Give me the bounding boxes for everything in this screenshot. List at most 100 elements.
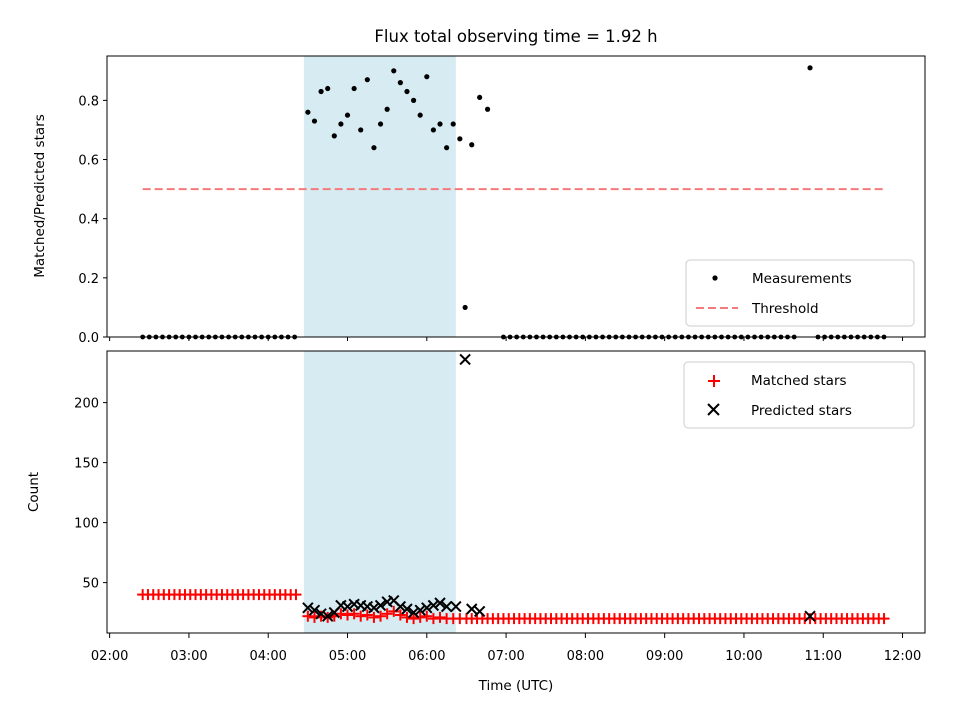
matched-star-point xyxy=(348,608,360,620)
legend-entry-matched-stars: Matched stars xyxy=(751,373,847,389)
x-axis-ticks-bottom: 02:00 03:00 04:00 05:00 06:00 07:00 08:00 09:00… xyxy=(91,633,921,664)
measurement-point xyxy=(305,109,311,115)
predicted-star-point xyxy=(394,600,407,613)
predicted-star-point xyxy=(414,604,426,616)
predicted-star-point xyxy=(440,600,453,613)
matched-star-point xyxy=(394,609,406,621)
legend-marker-measurements xyxy=(712,275,718,281)
predicted-star-point xyxy=(321,610,334,622)
measurement-point xyxy=(807,65,813,71)
legend-top: Measurements Threshold xyxy=(685,259,915,327)
measurement-point xyxy=(444,145,450,151)
matched-star-point xyxy=(401,611,413,623)
matched-star-point xyxy=(342,609,354,621)
measurement-point xyxy=(325,85,331,92)
x-tick-label: 07:00 xyxy=(487,649,524,664)
legend-entry-measurements: Measurements xyxy=(752,271,852,287)
measurement-point xyxy=(371,145,377,151)
matched-star-point xyxy=(355,610,367,622)
measurement-point xyxy=(318,88,324,95)
star-count-panel: 50 100 150 200 02:00 03:00 04:00 05:00 06:00 07:… xyxy=(26,350,926,694)
y-tick-label: 50 xyxy=(82,577,99,592)
matched-star-point xyxy=(368,611,380,623)
predicted-star-point xyxy=(434,597,446,609)
chart-title: Flux total observing time = 1.92 h xyxy=(374,27,657,46)
measurement-point xyxy=(457,136,463,142)
measurement-point xyxy=(311,118,318,124)
predicted-star-point xyxy=(473,605,486,618)
measurement-point xyxy=(430,127,437,133)
matched-star-point xyxy=(408,613,420,625)
matched-star-point xyxy=(421,610,433,622)
matched-star-point xyxy=(361,609,373,621)
predicted-star-point xyxy=(308,604,321,616)
x-tick-label: 04:00 xyxy=(249,649,286,664)
measurement-point xyxy=(377,121,384,127)
x-tick-label: 03:00 xyxy=(170,649,207,664)
predicted-star-point xyxy=(302,602,314,614)
measurement-point xyxy=(397,80,403,86)
predicted-star-point xyxy=(315,608,327,620)
legend-marker-predicted xyxy=(707,403,720,416)
x-tick-label: 11:00 xyxy=(805,649,842,664)
predicted-star-point xyxy=(368,602,380,614)
measurement-point xyxy=(450,121,456,127)
y-axis-ticks-bottom: 50 100 150 200 xyxy=(74,397,107,592)
x-tick-label: 08:00 xyxy=(567,649,604,664)
measurement-point xyxy=(424,74,430,80)
measurement-point xyxy=(391,68,397,74)
flux-ratio-panel: 0.0 0.2 0.4 0.6 0.8 Flux total observing tim… xyxy=(32,27,926,346)
plot-frame-bottom xyxy=(106,350,926,634)
measurement-point xyxy=(331,133,337,139)
star-count-points xyxy=(137,353,890,625)
x-tick-label: 09:00 xyxy=(646,649,683,664)
matched-star-point xyxy=(302,610,314,622)
measurement-point xyxy=(351,85,357,92)
predicted-star-point xyxy=(427,599,440,612)
x-tick-label: 06:00 xyxy=(408,649,445,664)
matched-star-point xyxy=(381,608,393,620)
measurement-point xyxy=(437,121,443,127)
matched-star-point xyxy=(427,613,439,625)
measurement-point xyxy=(484,106,491,112)
matched-star-point xyxy=(388,605,400,617)
measurement-point xyxy=(462,304,468,311)
predicted-star-point xyxy=(804,610,816,622)
predicted-star-point xyxy=(421,602,433,614)
measurement-point xyxy=(364,77,370,83)
matched-star-point xyxy=(375,610,387,622)
observing-window-shade-bottom xyxy=(303,351,456,633)
y-tick-label: 100 xyxy=(74,517,99,532)
measurement-point xyxy=(344,112,351,118)
y-tick-label: 0.4 xyxy=(78,213,99,228)
legend-bottom: Matched stars Predicted stars xyxy=(683,361,915,429)
observing-window-shade xyxy=(303,56,456,337)
matched-star-point xyxy=(290,589,302,601)
predicted-star-point xyxy=(459,353,471,366)
predicted-star-point xyxy=(466,603,478,615)
plot-frame-top xyxy=(106,55,926,338)
measurement-point xyxy=(338,121,344,127)
y-tick-label: 0.8 xyxy=(78,94,99,109)
x-axis-label: Time (UTC) xyxy=(478,678,554,694)
y-axis-ticks-top: 0.0 0.2 0.4 0.6 0.8 xyxy=(78,94,107,346)
measurement-point xyxy=(404,88,410,95)
measurement-point xyxy=(358,127,364,133)
predicted-star-point xyxy=(407,606,420,619)
y-tick-label: 150 xyxy=(74,457,99,472)
legend-entry-predicted-stars: Predicted stars xyxy=(751,403,852,419)
x-tick-label: 12:00 xyxy=(884,649,921,664)
y-tick-label: 0.0 xyxy=(78,331,99,346)
x-tick-label: 05:00 xyxy=(329,649,366,664)
matched-star-point xyxy=(878,613,890,625)
x-tick-label: 02:00 xyxy=(91,649,128,664)
x-tick-label: 10:00 xyxy=(725,649,762,664)
y-tick-label: 200 xyxy=(74,397,99,412)
x-axis-ticks-top xyxy=(109,337,904,341)
predicted-star-point xyxy=(450,600,462,613)
measurement-point xyxy=(410,97,417,103)
y-axis-label-top: Matched/Predicted stars xyxy=(32,114,48,277)
y-tick-label: 0.6 xyxy=(78,154,99,169)
predicted-star-point xyxy=(374,599,387,612)
